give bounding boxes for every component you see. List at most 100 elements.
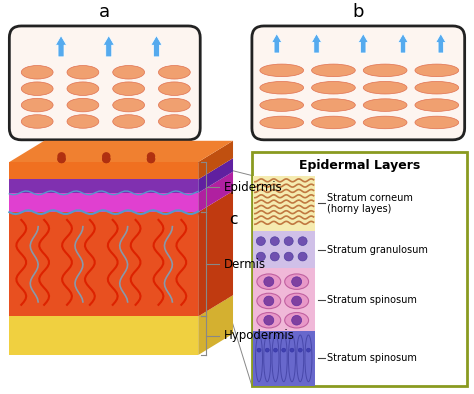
Ellipse shape <box>260 116 304 129</box>
Ellipse shape <box>67 115 99 128</box>
Text: Stratum corneum
(horny layes): Stratum corneum (horny layes) <box>328 193 413 214</box>
Ellipse shape <box>158 115 190 128</box>
Circle shape <box>256 252 265 261</box>
Ellipse shape <box>113 115 145 128</box>
Polygon shape <box>198 158 233 193</box>
Circle shape <box>256 237 265 245</box>
Ellipse shape <box>257 293 281 309</box>
Circle shape <box>264 296 274 306</box>
Polygon shape <box>198 191 233 316</box>
Circle shape <box>147 156 155 162</box>
Polygon shape <box>198 172 233 212</box>
Ellipse shape <box>67 82 99 95</box>
Circle shape <box>270 252 279 261</box>
Bar <box>9 179 198 193</box>
Circle shape <box>257 348 261 352</box>
Ellipse shape <box>113 65 145 79</box>
Ellipse shape <box>363 82 407 94</box>
Ellipse shape <box>272 335 279 382</box>
FancyBboxPatch shape <box>9 26 200 140</box>
Circle shape <box>58 156 65 162</box>
Circle shape <box>265 348 269 352</box>
Ellipse shape <box>260 82 304 94</box>
Ellipse shape <box>311 116 356 129</box>
Bar <box>253 175 315 385</box>
Circle shape <box>103 153 110 160</box>
Circle shape <box>282 348 286 352</box>
Bar <box>253 175 315 232</box>
Circle shape <box>147 153 155 160</box>
Circle shape <box>103 156 110 162</box>
Circle shape <box>298 252 307 261</box>
Polygon shape <box>198 141 233 179</box>
Ellipse shape <box>67 98 99 112</box>
Ellipse shape <box>305 335 312 382</box>
Polygon shape <box>151 35 162 57</box>
Text: Epidermal Layers: Epidermal Layers <box>299 159 420 172</box>
Circle shape <box>58 153 65 160</box>
Ellipse shape <box>363 116 407 129</box>
Ellipse shape <box>260 99 304 112</box>
Ellipse shape <box>285 274 309 289</box>
Bar <box>9 212 198 316</box>
Ellipse shape <box>363 99 407 112</box>
Ellipse shape <box>311 82 356 94</box>
Polygon shape <box>272 33 282 53</box>
Polygon shape <box>9 141 233 162</box>
Text: Stratum granulosum: Stratum granulosum <box>328 245 428 255</box>
Circle shape <box>284 252 293 261</box>
Ellipse shape <box>311 99 356 112</box>
Ellipse shape <box>113 98 145 112</box>
Ellipse shape <box>113 82 145 95</box>
Bar <box>252 152 466 386</box>
Text: Hypodermis: Hypodermis <box>224 329 295 342</box>
Circle shape <box>270 237 279 245</box>
Ellipse shape <box>285 293 309 309</box>
Polygon shape <box>311 33 321 53</box>
Circle shape <box>298 348 302 352</box>
Text: Dermis: Dermis <box>224 258 266 271</box>
Text: c: c <box>229 212 237 227</box>
Ellipse shape <box>415 64 459 76</box>
Ellipse shape <box>257 312 281 328</box>
Circle shape <box>292 277 301 286</box>
Circle shape <box>264 316 274 325</box>
Ellipse shape <box>67 65 99 79</box>
Bar <box>253 331 315 386</box>
Text: b: b <box>353 3 364 21</box>
Bar <box>9 193 198 212</box>
Circle shape <box>273 348 278 352</box>
Ellipse shape <box>280 335 287 382</box>
Ellipse shape <box>311 64 356 76</box>
FancyBboxPatch shape <box>252 26 465 140</box>
Ellipse shape <box>158 98 190 112</box>
Circle shape <box>292 296 301 306</box>
Ellipse shape <box>21 98 53 112</box>
Polygon shape <box>198 295 233 355</box>
Circle shape <box>284 237 293 245</box>
Text: Stratum spinosum: Stratum spinosum <box>328 294 417 305</box>
Polygon shape <box>398 33 408 53</box>
Bar <box>9 162 198 179</box>
Ellipse shape <box>260 64 304 76</box>
Ellipse shape <box>257 274 281 289</box>
Ellipse shape <box>255 335 263 382</box>
Ellipse shape <box>289 335 295 382</box>
Circle shape <box>298 237 307 245</box>
Circle shape <box>290 348 294 352</box>
Ellipse shape <box>415 99 459 112</box>
Ellipse shape <box>297 335 304 382</box>
Text: Epidermis: Epidermis <box>224 180 283 193</box>
Ellipse shape <box>21 65 53 79</box>
Circle shape <box>147 156 155 162</box>
Ellipse shape <box>21 115 53 128</box>
Circle shape <box>292 316 301 325</box>
Ellipse shape <box>21 82 53 95</box>
Bar <box>9 162 198 355</box>
Circle shape <box>264 277 274 286</box>
Circle shape <box>58 156 65 162</box>
Polygon shape <box>55 35 67 57</box>
Ellipse shape <box>415 116 459 129</box>
Ellipse shape <box>363 64 407 76</box>
Text: Stratum spinosum: Stratum spinosum <box>328 353 417 363</box>
